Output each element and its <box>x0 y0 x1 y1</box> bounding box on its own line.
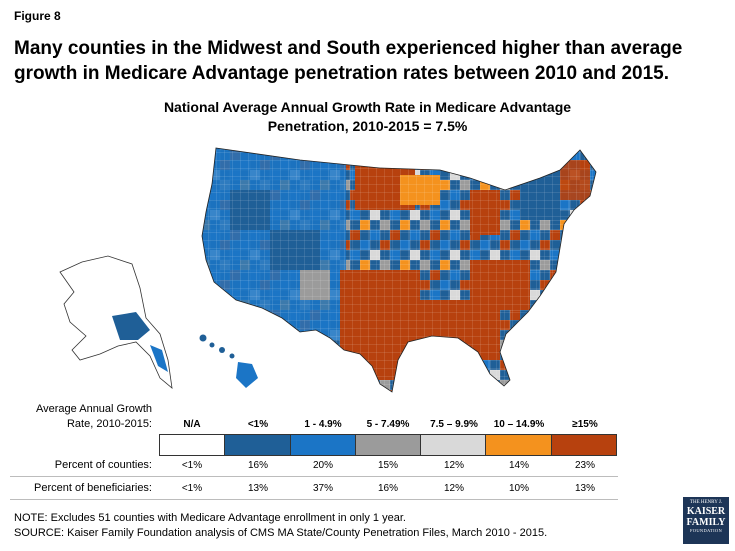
table-divider <box>10 499 618 500</box>
legend-swatch-7.5-9.9 <box>421 435 487 455</box>
beneficiaries-value: 16% <box>377 483 398 494</box>
legend-label-lt1: <1% <box>247 419 269 430</box>
notes: NOTE: Excludes 51 counties with Medicare… <box>14 511 547 541</box>
subtitle-line-1: National Average Annual Growth Rate in M… <box>163 99 572 115</box>
map-subtitle: National Average Annual Growth Rate in M… <box>120 98 615 136</box>
counties-value: 23% <box>574 460 595 471</box>
note-text: NOTE: Excludes 51 counties with Medicare… <box>14 512 406 524</box>
legend-caption-line-2: Rate, 2010-2015: <box>66 418 152 430</box>
legend-label-1-4.9: 1 - 4.9% <box>304 419 342 430</box>
row-label-beneficiaries: Percent of beneficiaries: <box>33 482 152 494</box>
counties-value: 12% <box>443 460 464 471</box>
legend-label-ge15: ≥15% <box>572 419 598 430</box>
logo-line-4: FOUNDATION <box>690 528 722 533</box>
legend-caption-line-1: Average Annual Growth <box>36 403 152 415</box>
legend-label-na: N/A <box>183 419 201 430</box>
counties-value: 16% <box>247 460 268 471</box>
counties-value: 14% <box>508 460 529 471</box>
row-label-counties: Percent of counties: <box>54 459 152 471</box>
counties-value: 15% <box>377 460 398 471</box>
beneficiaries-value: 10% <box>508 483 529 494</box>
figure-label: Figure 8 <box>14 9 61 23</box>
beneficiaries-value: <1% <box>181 483 203 494</box>
source-text: SOURCE: Kaiser Family Foundation analysi… <box>14 527 548 539</box>
legend-swatch-ge15 <box>551 435 616 455</box>
logo-line-2: KAISER <box>686 506 726 517</box>
headline: Many counties in the Midwest and South e… <box>14 38 683 84</box>
alaska <box>59 255 173 389</box>
legend-label-10-14.9: 10 – 14.9% <box>493 419 545 430</box>
legend-swatch-5-7.49 <box>355 435 422 455</box>
subtitle-line-2: Penetration, 2010-2015 = 7.5% <box>267 118 468 134</box>
legend-swatches <box>159 434 617 456</box>
logo-line-3: FAMILY <box>686 517 726 528</box>
legend-swatch-lt1 <box>225 435 291 455</box>
legend-swatch-1-4.9 <box>290 435 356 455</box>
kff-logo: THE HENRY J. KAISER FAMILY FOUNDATION <box>683 497 729 544</box>
hawaii <box>199 334 258 388</box>
beneficiaries-value: 13% <box>247 483 268 494</box>
beneficiaries-value: 13% <box>574 483 595 494</box>
beneficiaries-value: 37% <box>312 483 333 494</box>
counties-value: 20% <box>312 460 333 471</box>
contiguous-us <box>202 148 596 392</box>
legend-swatch-na <box>160 435 226 455</box>
beneficiaries-value: 12% <box>443 483 464 494</box>
logo-line-1: THE HENRY J. <box>689 500 723 505</box>
table-divider <box>10 476 618 477</box>
legend-swatch-10-14.9 <box>486 435 552 455</box>
legend-label-7.5-9.9: 7.5 – 9.9% <box>430 419 478 430</box>
counties-value: <1% <box>181 460 203 471</box>
legend-caption: Average Annual Growth Rate, 2010-2015: <box>10 402 152 432</box>
legend-label-5-7.49: 5 - 7.49% <box>366 419 410 430</box>
